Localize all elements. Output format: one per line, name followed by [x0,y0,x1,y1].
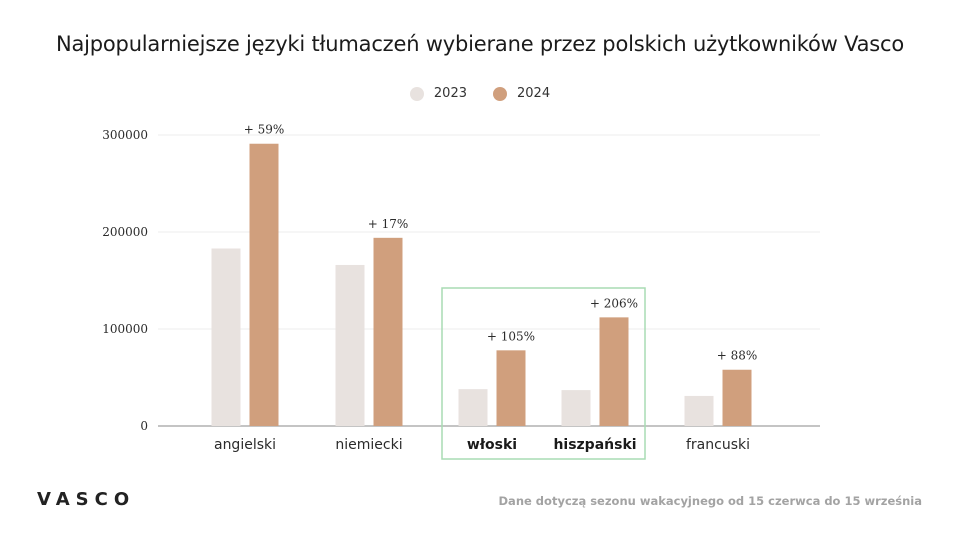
x-tick-label: angielski [214,437,276,453]
data-label: + 88% [717,349,758,363]
data-label: + 206% [590,296,638,310]
legend-label-2023: 2023 [433,86,467,101]
legend-item-2024: 2024 [493,86,550,101]
legend-item-2023: 2023 [409,86,467,101]
y-tick-label: 300000 [102,128,148,142]
x-tick-label: hiszpański [553,437,636,453]
y-tick-label: 100000 [102,322,148,336]
bar-2024 [373,237,403,426]
data-label: + 59% [244,123,285,137]
bar-2023 [335,264,365,426]
y-tick-label: 200000 [102,225,148,239]
bar-2024 [599,317,629,426]
bar-2024 [496,350,526,426]
data-label: + 17% [368,217,409,231]
bar-2024 [249,143,279,427]
data-label: + 105% [487,329,535,343]
bar-2023 [211,248,241,426]
bar-2024 [722,369,752,426]
bar-2023 [684,395,714,426]
footnote: Dane dotyczą sezonu wakacyjnego od 15 cz… [498,494,922,508]
legend: 2023 2024 [0,86,960,101]
bar-2023 [458,389,488,426]
x-tick-label: niemiecki [335,437,402,453]
legend-label-2024: 2024 [517,86,551,101]
legend-swatch-2023 [409,86,424,101]
x-tick-label: włoski [467,437,517,453]
bar-2023 [561,390,591,426]
vasco-logo: VASCO [37,489,136,510]
chart-title: Najpopularniejsze języki tłumaczeń wybie… [55,32,905,56]
highlight-box [441,287,646,460]
legend-swatch-2024 [493,86,507,101]
y-tick-label: 0 [140,419,148,433]
x-tick-label: francuski [686,437,750,453]
